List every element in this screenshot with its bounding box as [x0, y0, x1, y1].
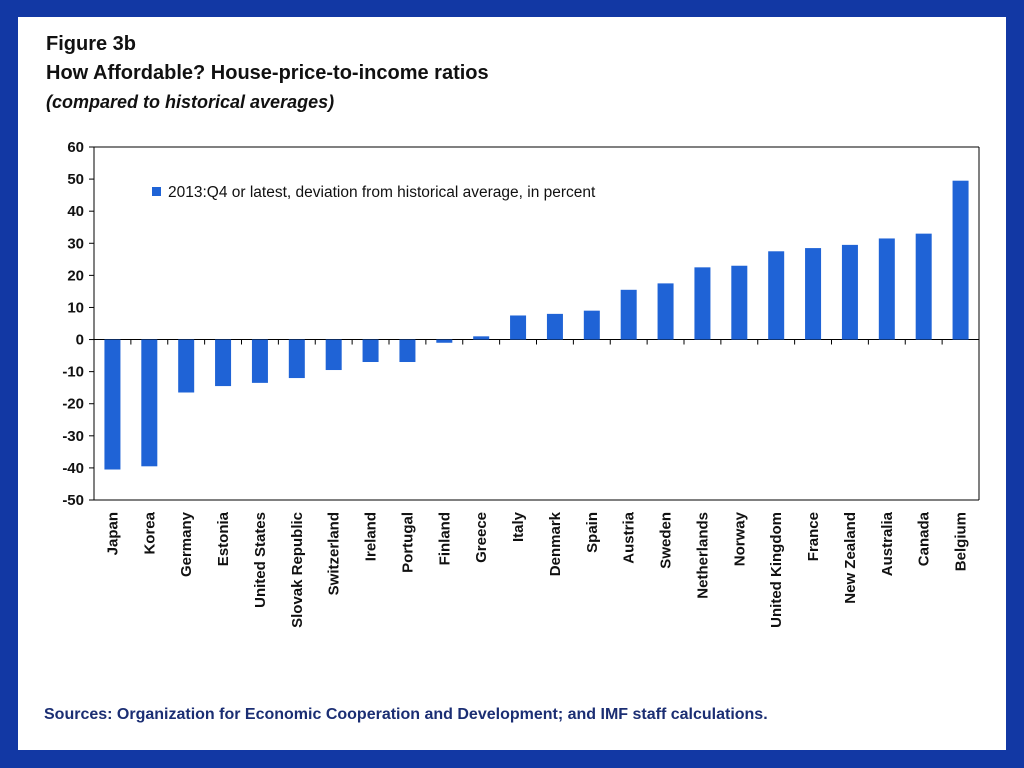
category-label: Australia: [879, 511, 896, 576]
bar: [325, 339, 342, 371]
category-label: Slovak Republic: [289, 512, 306, 628]
bar: [657, 283, 674, 340]
bar: [915, 233, 932, 340]
y-tick-label: 60: [67, 139, 84, 156]
bar: [510, 315, 527, 340]
sources-note: Sources: Organization for Economic Coope…: [44, 706, 768, 723]
bar: [805, 248, 822, 340]
category-label: Austria: [621, 511, 638, 563]
category-label: Spain: [584, 512, 601, 553]
category-label: Ireland: [363, 512, 380, 561]
bar: [878, 238, 895, 340]
legend-swatch: [152, 187, 161, 196]
bar: [178, 339, 195, 393]
figure-panel: Figure 3b How Affordable? House-price-to…: [18, 17, 1006, 750]
y-tick-label: -30: [62, 428, 84, 445]
category-label: Canada: [916, 511, 933, 566]
bar: [399, 339, 416, 363]
category-label: Japan: [104, 512, 121, 555]
bar: [141, 339, 158, 467]
bar: [952, 180, 969, 340]
category-label: United Kingdom: [768, 512, 785, 628]
category-label: United States: [252, 512, 269, 608]
bar: [768, 251, 785, 340]
bar: [251, 339, 268, 383]
category-label: Italy: [510, 511, 527, 542]
y-tick-label: 10: [67, 299, 84, 316]
category-label: Portugal: [399, 512, 416, 573]
bar: [215, 339, 232, 387]
category-label: Belgium: [953, 512, 970, 571]
category-label: Denmark: [547, 511, 564, 576]
legend: 2013:Q4 or latest, deviation from histor…: [152, 184, 596, 201]
y-tick-label: -50: [62, 492, 84, 509]
category-label: Germany: [178, 511, 195, 577]
bar: [620, 289, 637, 340]
category-label: Korea: [141, 511, 158, 554]
y-tick-label: -20: [62, 396, 84, 413]
chart-title: How Affordable? House-price-to-income ra…: [46, 62, 489, 84]
category-label: Finland: [436, 512, 453, 565]
bar: [473, 336, 490, 340]
category-label: Norway: [731, 511, 748, 566]
bar: [731, 265, 748, 340]
bar-chart: 2013:Q4 or latest, deviation from histor…: [62, 139, 980, 628]
y-tick-label: 30: [67, 235, 84, 252]
y-tick-label: 0: [76, 332, 84, 349]
category-label: Sweden: [658, 512, 675, 569]
y-tick-label: 50: [67, 171, 84, 188]
bar: [104, 339, 121, 470]
bar: [583, 310, 600, 340]
category-label: New Zealand: [842, 512, 859, 604]
bar: [546, 313, 563, 340]
category-label: Greece: [473, 512, 490, 563]
bar: [436, 339, 453, 343]
category-label: France: [805, 512, 822, 561]
bar: [362, 339, 379, 363]
bar: [288, 339, 305, 379]
figure-label: Figure 3b: [46, 33, 137, 55]
y-tick-label: -40: [62, 460, 84, 477]
bar: [694, 267, 711, 340]
chart-subtitle: (compared to historical averages): [46, 92, 335, 112]
y-tick-label: 20: [67, 267, 84, 284]
legend-label: 2013:Q4 or latest, deviation from histor…: [168, 184, 596, 201]
category-label: Estonia: [215, 511, 232, 566]
category-label: Switzerland: [326, 512, 343, 595]
category-label: Netherlands: [694, 512, 711, 599]
y-tick-label: 40: [67, 203, 84, 220]
y-tick-label: -10: [62, 364, 84, 381]
bar: [841, 244, 858, 340]
